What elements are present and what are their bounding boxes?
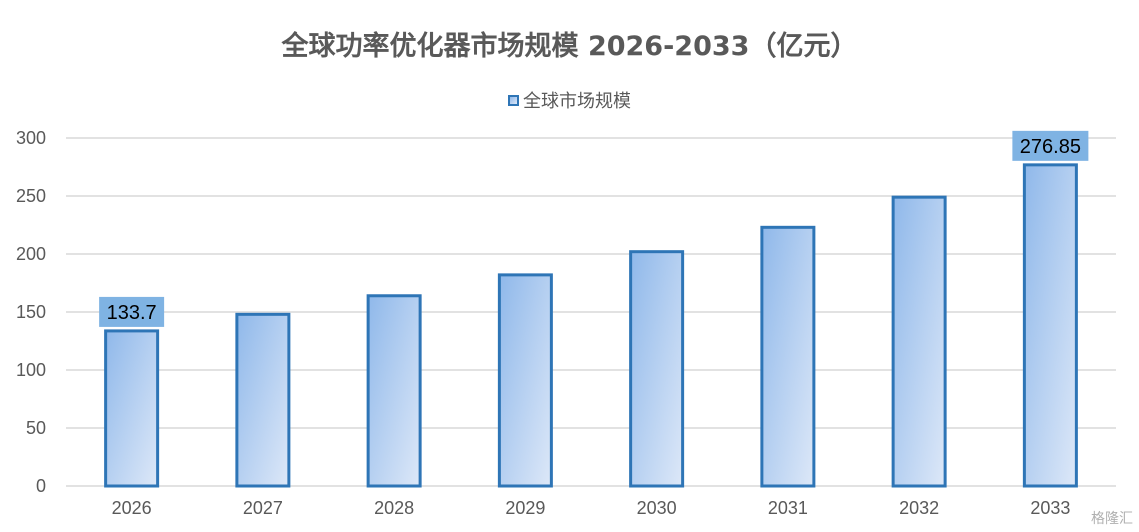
- bar: [760, 225, 816, 488]
- legend-swatch: [508, 94, 519, 106]
- bar: [497, 273, 553, 488]
- bar: [366, 294, 422, 488]
- y-axis-ticks: 0 50 100 150 200 250 300: [16, 128, 46, 496]
- data-label-text: 276.85: [1020, 136, 1081, 158]
- y-tick-label: 300: [16, 128, 46, 148]
- x-axis-ticks: 2026 2027 2028 2029 2030 2031 2032 2033: [112, 498, 1071, 518]
- bars: [104, 163, 1078, 488]
- x-tick-label: 2026: [112, 498, 152, 518]
- data-label-box: [99, 296, 165, 327]
- x-tick-label: 2029: [505, 498, 545, 518]
- x-tick-label: 2030: [637, 498, 677, 518]
- legend: 全球市场规模: [0, 87, 1139, 113]
- data-label-box: [1012, 130, 1089, 161]
- x-tick-label: 2027: [243, 498, 283, 518]
- y-tick-label: 100: [16, 360, 46, 380]
- data-label: 133.7: [99, 296, 165, 327]
- x-tick-label: 2033: [1030, 498, 1070, 518]
- bar: [629, 250, 685, 488]
- y-tick-label: 200: [16, 244, 46, 264]
- x-tick-label: 2031: [768, 498, 808, 518]
- bar: [1022, 163, 1078, 488]
- data-label: 276.85: [1012, 130, 1089, 161]
- bar: [104, 329, 160, 488]
- legend-label: 全球市场规模: [523, 91, 631, 112]
- y-tick-label: 0: [36, 476, 46, 496]
- x-tick-label: 2032: [899, 498, 939, 518]
- data-labels: 133.7 276.85: [99, 130, 1089, 327]
- chart-title: 全球功率优化器市场规模 2026-2033（亿元）: [281, 31, 858, 62]
- y-tick-label: 50: [26, 418, 46, 438]
- watermark: 格隆汇: [1091, 511, 1133, 527]
- y-tick-label: 250: [16, 186, 46, 206]
- data-label-text: 133.7: [107, 302, 157, 324]
- y-tick-label: 150: [16, 302, 46, 322]
- bar: [235, 312, 291, 488]
- bar: [891, 195, 947, 488]
- x-tick-label: 2028: [374, 498, 414, 518]
- grid-lines: [66, 137, 1116, 487]
